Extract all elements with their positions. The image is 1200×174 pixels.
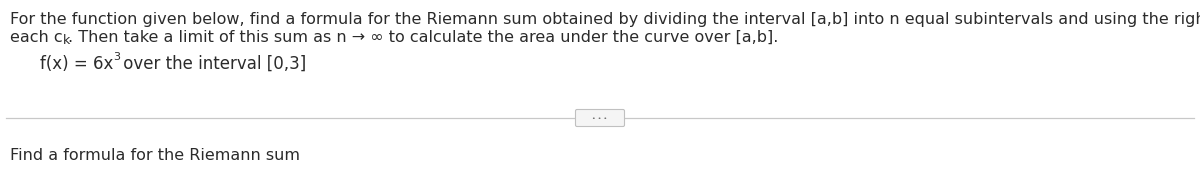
- Text: 3: 3: [113, 52, 120, 62]
- Text: For the function given below, find a formula for the Riemann sum obtained by div: For the function given below, find a for…: [10, 12, 1200, 27]
- Text: . Then take a limit of this sum as n → ∞ to calculate the area under the curve o: . Then take a limit of this sum as n → ∞…: [67, 30, 778, 45]
- Text: f(x) = 6x: f(x) = 6x: [40, 55, 113, 73]
- Text: k: k: [62, 34, 70, 46]
- Text: over the interval [0,3]: over the interval [0,3]: [118, 55, 306, 73]
- Text: each c: each c: [10, 30, 62, 45]
- Text: • • •: • • •: [593, 116, 607, 121]
- Text: Find a formula for the Riemann sum: Find a formula for the Riemann sum: [10, 148, 300, 163]
- FancyBboxPatch shape: [576, 109, 624, 126]
